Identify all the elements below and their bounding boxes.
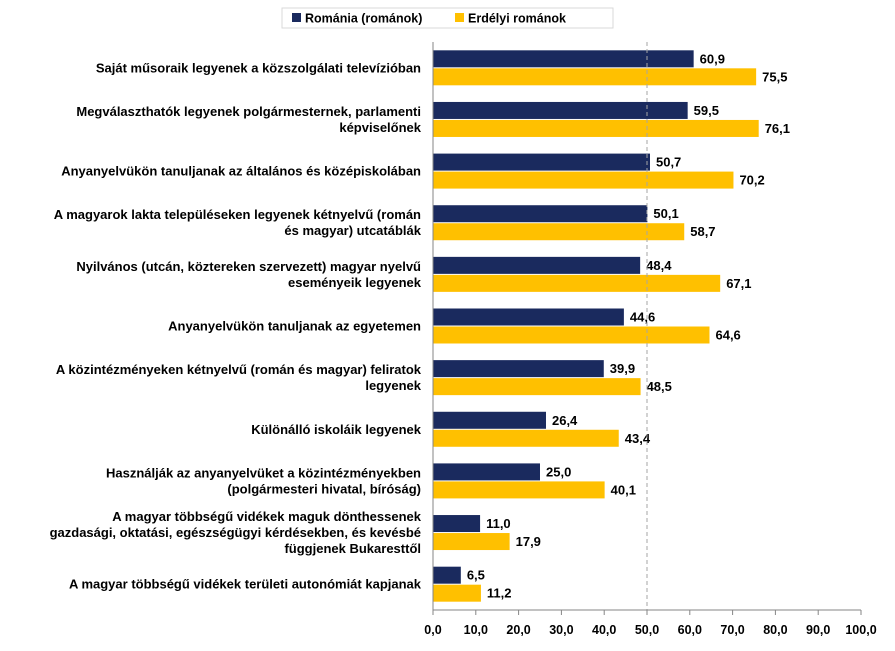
category-label-9-line-0: A magyar többségű vidékek maguk dönthess… bbox=[112, 509, 421, 524]
category-label-10: A magyar többségű vidékek területi auton… bbox=[69, 577, 422, 592]
data-label-erdely-6: 48,5 bbox=[647, 379, 672, 394]
data-label-romania-5: 44,6 bbox=[630, 310, 655, 325]
category-label-0: Saját műsoraik legyenek a közszolgálati … bbox=[96, 60, 421, 75]
data-label-erdely-3: 58,7 bbox=[690, 224, 715, 239]
category-label-4-line-1: eseményeik legyenek bbox=[288, 275, 422, 290]
legend-label-1: Erdélyi románok bbox=[468, 12, 566, 26]
data-label-erdely-2: 70,2 bbox=[739, 173, 764, 188]
bar-erdely-4 bbox=[433, 274, 721, 292]
data-label-erdely-1: 76,1 bbox=[765, 121, 790, 136]
data-label-erdely-10: 11,2 bbox=[487, 586, 512, 601]
data-label-romania-1: 59,5 bbox=[694, 103, 719, 118]
x-tick-label-9: 90,0 bbox=[806, 623, 830, 637]
category-label-1-line-1: képviselőnek bbox=[339, 120, 421, 135]
legend-swatch-0 bbox=[292, 13, 301, 22]
bar-erdely-6 bbox=[433, 378, 641, 396]
x-tick-label-0: 0,0 bbox=[424, 623, 441, 637]
data-label-erdely-5: 64,6 bbox=[715, 328, 740, 343]
x-tick-label-10: 100,0 bbox=[845, 623, 876, 637]
category-label-8-line-1: (polgármesteri hivatal, bíróság) bbox=[227, 481, 421, 496]
bar-romania-10 bbox=[433, 566, 461, 584]
category-label-6-line-1: legyenek bbox=[365, 378, 421, 393]
category-label-9-line-1: gazdasági, oktatási, egészségügyi kérdés… bbox=[50, 525, 421, 540]
data-label-romania-4: 48,4 bbox=[646, 258, 672, 273]
category-label-3-line-1: és magyar) utcatáblák bbox=[284, 223, 421, 238]
bar-romania-4 bbox=[433, 256, 641, 274]
x-tick-label-4: 40,0 bbox=[592, 623, 616, 637]
legend-box bbox=[281, 7, 614, 29]
category-label-8-line-0: Használják az anyanyelvüket a közintézmé… bbox=[106, 465, 421, 480]
data-label-erdely-7: 43,4 bbox=[625, 431, 651, 446]
category-label-5: Anyanyelvükön tanuljanak az egyetemen bbox=[168, 319, 421, 334]
bar-erdely-2 bbox=[433, 171, 734, 189]
bar-romania-3 bbox=[433, 205, 648, 223]
bar-romania-7 bbox=[433, 411, 546, 429]
bar-romania-6 bbox=[433, 360, 604, 378]
category-label-7: Különálló iskoláik legyenek bbox=[251, 422, 422, 437]
category-label-2: Anyanyelvükön tanuljanak az általános és… bbox=[61, 164, 421, 179]
data-label-erdely-8: 40,1 bbox=[611, 482, 636, 497]
category-label-6-line-0: A közintézményeken kétnyelvű (román és m… bbox=[56, 362, 422, 377]
bar-erdely-9 bbox=[433, 533, 510, 551]
data-label-erdely-9: 17,9 bbox=[516, 534, 541, 549]
bar-romania-0 bbox=[433, 50, 694, 68]
bar-romania-8 bbox=[433, 463, 540, 481]
bar-romania-2 bbox=[433, 153, 650, 171]
x-tick-label-1: 10,0 bbox=[464, 623, 488, 637]
x-tick-label-2: 20,0 bbox=[506, 623, 530, 637]
data-label-romania-3: 50,1 bbox=[653, 206, 678, 221]
category-label-1-line-0: Megválaszthatók legyenek polgármesternek… bbox=[76, 104, 421, 119]
bar-erdely-3 bbox=[433, 223, 685, 241]
x-tick-label-3: 30,0 bbox=[549, 623, 573, 637]
data-label-erdely-4: 67,1 bbox=[726, 276, 751, 291]
x-tick-label-5: 50,0 bbox=[635, 623, 659, 637]
bar-erdely-8 bbox=[433, 481, 605, 499]
data-label-romania-6: 39,9 bbox=[610, 361, 635, 376]
x-tick-label-8: 80,0 bbox=[763, 623, 787, 637]
legend-swatch-1 bbox=[455, 13, 464, 22]
data-label-romania-7: 26,4 bbox=[552, 413, 578, 428]
data-label-romania-10: 6,5 bbox=[467, 568, 485, 583]
bar-romania-5 bbox=[433, 308, 624, 326]
bar-romania-9 bbox=[433, 515, 481, 533]
bar-erdely-0 bbox=[433, 68, 757, 86]
x-tick-label-6: 60,0 bbox=[678, 623, 702, 637]
bar-erdely-7 bbox=[433, 429, 619, 447]
data-label-romania-9: 11,0 bbox=[486, 516, 511, 531]
category-label-9-line-2: függjenek Bukaresttől bbox=[284, 541, 421, 556]
legend-label-0: Románia (románok) bbox=[305, 12, 422, 26]
bar-erdely-5 bbox=[433, 326, 710, 344]
bar-erdely-1 bbox=[433, 119, 759, 137]
x-tick-label-7: 70,0 bbox=[720, 623, 744, 637]
bar-romania-1 bbox=[433, 101, 688, 119]
data-label-romania-8: 25,0 bbox=[546, 464, 571, 479]
data-label-romania-2: 50,7 bbox=[656, 155, 681, 170]
data-label-erdely-0: 75,5 bbox=[762, 69, 787, 84]
bar-erdely-10 bbox=[433, 584, 481, 602]
data-label-romania-0: 60,9 bbox=[700, 51, 725, 66]
category-label-4-line-0: Nyilvános (utcán, köztereken szervezett)… bbox=[76, 259, 421, 274]
category-label-3-line-0: A magyarok lakta településeken legyenek … bbox=[54, 207, 421, 222]
